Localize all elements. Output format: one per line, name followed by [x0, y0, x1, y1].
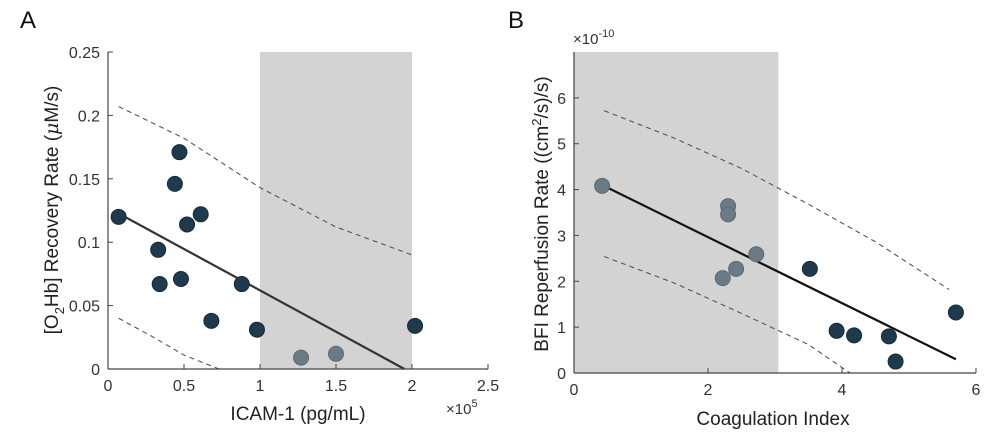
- y-label-a-sub: 2: [52, 307, 67, 314]
- y-tick-label-b: 4: [557, 183, 566, 200]
- y-tick-label-b: 3: [557, 228, 566, 245]
- ci-upper-a: [118, 106, 413, 256]
- y-tick-label-a: 0.2: [78, 108, 100, 125]
- y-label-a-mu: μ: [41, 123, 63, 135]
- data-point-b-1: [594, 177, 611, 194]
- data-point-b-4: [720, 206, 737, 223]
- data-point-b-8: [828, 322, 845, 339]
- y-scale-exp-b: -10: [598, 28, 614, 40]
- data-point-a-13: [328, 345, 344, 362]
- y-axis-label-b: BFI Reperfusion Rate ((cm2/s)/s): [529, 76, 553, 351]
- data-point-a-11: [248, 321, 265, 338]
- y-label-b-sup: 2: [529, 119, 544, 126]
- x-tick-label-a: 0: [104, 378, 113, 395]
- data-point-b-6: [748, 246, 765, 263]
- ci-upper-b: [603, 110, 950, 291]
- y-scale-factor-b: ×10-10: [573, 28, 614, 48]
- shaded-region-b: [574, 52, 779, 373]
- x-scale-factor-a: ×105: [446, 398, 478, 418]
- data-point-b-10: [880, 328, 897, 345]
- data-point-a-8: [192, 206, 209, 223]
- y-tick-label-b: 5: [557, 137, 566, 154]
- ci-lower-a: [118, 317, 220, 370]
- data-point-a-1: [110, 208, 127, 225]
- data-point-b-5: [728, 260, 745, 277]
- data-point-a-12: [293, 349, 310, 366]
- x-tick-label-a: 2: [408, 378, 417, 395]
- x-tick-label-b: 4: [838, 382, 847, 399]
- y-tick-label-b: 0: [557, 366, 566, 383]
- y-axis-label-a: [O2Hb] Recovery Rate (μM/s): [41, 86, 67, 335]
- x-tick-label-b: 0: [570, 382, 579, 399]
- y-tick-label-a: 0.1: [78, 235, 100, 252]
- x-tick-label-a: 1: [256, 378, 265, 395]
- data-point-b-7: [801, 260, 818, 277]
- x-tick-label-a: 2.5: [477, 378, 499, 395]
- ci-lower-b: [603, 256, 851, 374]
- data-point-b-2: [714, 270, 731, 287]
- y-tick-label-a: 0.25: [69, 45, 100, 62]
- x-axis-label-b: Coagulation Index: [696, 409, 850, 430]
- y-tick-label-b: 2: [557, 274, 566, 291]
- y-label-a-unit: M/s): [42, 86, 63, 123]
- data-point-a-10: [233, 276, 250, 293]
- data-point-a-2: [150, 241, 167, 258]
- data-point-a-5: [171, 144, 188, 161]
- y-tick-label-b: 6: [557, 91, 566, 108]
- y-label-a-pre: [O: [42, 314, 63, 334]
- y-label-a-post: Hb] Recovery Rate (: [42, 134, 63, 307]
- data-point-a-3: [151, 276, 168, 293]
- panel-b: B 0 2 4 6 0 1 2 3 4 5 6 Coagulation Index ×10-10 B…: [508, 7, 981, 430]
- data-point-b-11: [887, 353, 904, 370]
- data-point-a-6: [172, 270, 189, 287]
- x-scale-exp-a: 5: [471, 398, 477, 410]
- data-point-a-14: [407, 317, 424, 334]
- x-tick-label-a: 1.5: [325, 378, 347, 395]
- y-tick-label-b: 1: [557, 320, 566, 337]
- panel-a: A 0 0.5 1 1.5 2 2.5 0 0.05 0.1 0.15 0.2 0.25 ICAM-1…: [20, 7, 499, 425]
- data-point-a-4: [166, 175, 183, 192]
- y-tick-label-a: 0: [91, 362, 100, 379]
- x-tick-label-b: 2: [704, 382, 713, 399]
- x-tick-label-b: 6: [972, 382, 981, 399]
- shaded-region-a: [260, 52, 412, 369]
- y-label-b-post: /s)/s): [532, 76, 553, 118]
- data-point-b-9: [846, 327, 863, 344]
- panel-label-a: A: [20, 7, 36, 34]
- x-scale-base-a: ×10: [446, 401, 471, 418]
- fit-line-b: [601, 183, 957, 361]
- y-scale-base-b: ×10: [573, 31, 598, 48]
- data-point-a-7: [179, 216, 196, 233]
- fit-line-a: [115, 210, 405, 370]
- y-tick-label-a: 0.15: [69, 172, 100, 189]
- data-point-b-12: [947, 304, 964, 321]
- y-label-b-pre: BFI Reperfusion Rate ((cm: [532, 126, 553, 352]
- data-point-a-9: [203, 312, 220, 329]
- y-tick-label-a: 0.05: [69, 299, 100, 316]
- panel-label-b: B: [508, 7, 524, 34]
- x-tick-label-a: 0.5: [173, 378, 195, 395]
- x-axis-label-a: ICAM-1 (pg/mL): [230, 404, 365, 425]
